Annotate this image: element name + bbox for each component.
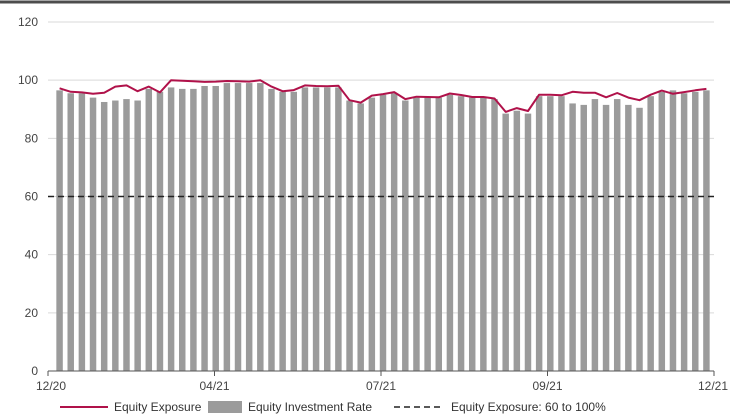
bar	[535, 96, 543, 371]
bar	[279, 91, 286, 372]
legend-item-bar: Equity Investment Rate	[208, 400, 372, 414]
bar	[145, 88, 153, 372]
y-tick-label: 40	[25, 248, 39, 262]
bar	[234, 83, 242, 371]
y-tick-label: 0	[31, 364, 38, 378]
legend-label-line: Equity Exposure	[114, 400, 202, 414]
bar	[324, 87, 331, 371]
legend-item-line: Equity Exposure	[60, 400, 202, 414]
bar	[669, 90, 677, 372]
bar	[56, 90, 63, 372]
bar	[625, 104, 632, 371]
bar	[123, 99, 130, 371]
bar	[179, 88, 186, 372]
bar	[491, 99, 498, 371]
bar	[468, 97, 476, 371]
x-tick-label: 09/21	[532, 379, 562, 393]
bar	[346, 100, 353, 372]
bar	[390, 93, 398, 372]
bar	[547, 96, 554, 371]
bar	[591, 99, 599, 371]
bar	[569, 103, 576, 371]
bar	[680, 93, 688, 372]
bar	[502, 113, 509, 372]
bar	[602, 104, 610, 371]
bar	[402, 100, 409, 372]
line-series	[59, 79, 707, 113]
bar	[112, 100, 119, 372]
y-tick-label: 80	[25, 131, 39, 145]
bar	[89, 97, 97, 371]
bar	[424, 97, 431, 371]
bar-series	[56, 83, 710, 372]
bar	[435, 97, 442, 371]
bar	[703, 90, 710, 372]
y-tick-label: 60	[25, 190, 39, 204]
bar	[245, 83, 253, 371]
legend: Equity Exposure Equity Investment Rate E…	[60, 400, 606, 414]
bar	[201, 85, 208, 371]
bar	[692, 91, 699, 372]
bar	[647, 96, 654, 371]
legend-swatch-bar	[208, 401, 242, 413]
bar	[335, 87, 342, 371]
bar	[368, 97, 376, 371]
x-tick-label: 04/21	[199, 379, 229, 393]
bar	[212, 85, 219, 371]
legend-label-threshold: Equity Exposure: 60 to 100%	[451, 400, 606, 414]
y-tick-label: 120	[18, 15, 38, 29]
bar	[558, 96, 565, 371]
y-axis-ticks: 0 20 40 60 80 100 120	[18, 15, 38, 378]
bar	[446, 94, 454, 371]
bar	[167, 87, 175, 371]
x-tick-label: 12/20	[36, 379, 66, 393]
bar	[312, 87, 320, 371]
bar	[134, 100, 141, 372]
bar	[457, 96, 465, 371]
bar	[290, 91, 298, 372]
bar	[190, 88, 197, 372]
bar	[379, 94, 387, 371]
x-tick-label: 12/21	[698, 379, 728, 393]
bar	[658, 91, 666, 372]
bar	[480, 97, 487, 371]
bar	[257, 83, 264, 371]
bar	[580, 104, 587, 371]
legend-item-threshold: Equity Exposure: 60 to 100%	[394, 400, 606, 414]
bar	[100, 101, 108, 372]
bar	[301, 87, 309, 371]
bar	[268, 88, 275, 372]
bar	[223, 83, 231, 371]
bar	[156, 91, 164, 372]
bar	[413, 97, 420, 371]
x-tick-label: 07/21	[366, 379, 396, 393]
bar	[78, 93, 86, 372]
equity-exposure-line	[59, 79, 707, 113]
bar	[357, 103, 364, 371]
bar	[613, 99, 621, 371]
legend-label-bar: Equity Investment Rate	[248, 400, 372, 414]
x-axis-ticks: 12/20 04/21 07/21 09/21 12/21	[36, 371, 728, 393]
y-tick-label: 20	[25, 306, 39, 320]
bar	[513, 110, 521, 372]
bar	[636, 107, 643, 371]
y-tick-label: 100	[18, 73, 38, 87]
bar	[524, 113, 532, 372]
bar	[67, 93, 74, 372]
